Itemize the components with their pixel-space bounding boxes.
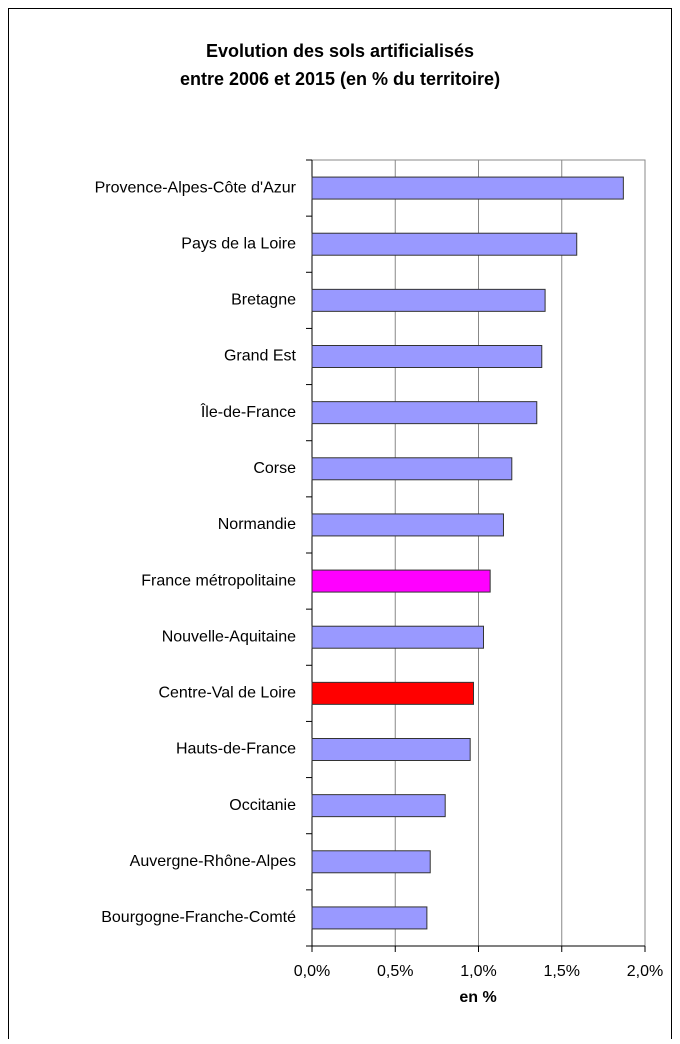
y-tick-label: Centre-Val de Loire (158, 685, 296, 702)
bar (311, 625, 484, 649)
bar (311, 176, 624, 200)
chart-subtitle: entre 2006 et 2015 (en % du territoire) (180, 69, 500, 89)
x-tick-label: 2,0% (627, 963, 663, 980)
bar (311, 738, 471, 761)
bar (311, 681, 475, 705)
x-axis-label: en % (459, 989, 496, 1006)
bar (311, 513, 504, 537)
y-tick-label: Bourgogne-Franche-Comté (101, 909, 296, 926)
y-tick-label: Île-de-France (200, 402, 296, 421)
x-tick-label: 1,0% (460, 963, 496, 980)
bar (311, 906, 428, 930)
bar (311, 569, 491, 593)
bar (311, 401, 538, 425)
bar (311, 457, 513, 481)
y-tick-label: Bretagne (231, 292, 296, 309)
y-tick-label: Auvergne-Rhône-Alpes (130, 853, 296, 870)
y-tick-label: Provence-Alpes-Côte d'Azur (95, 179, 297, 196)
x-tick-label: 0,0% (294, 963, 330, 980)
bar (311, 345, 543, 368)
x-tick-label: 1,5% (544, 963, 580, 980)
y-tick-label: Normandie (218, 516, 296, 533)
bar (311, 794, 446, 818)
bar (311, 850, 431, 874)
y-tick-label: Hauts-de-France (176, 741, 296, 758)
y-tick-label: Grand Est (224, 348, 297, 365)
chart-title: Evolution des sols artificialisés (206, 41, 474, 61)
x-tick-label: 0,5% (377, 963, 413, 980)
bar (311, 288, 546, 312)
y-tick-label: France métropolitaine (141, 572, 296, 589)
bar (311, 232, 578, 256)
y-tick-label: Corse (253, 460, 296, 477)
y-tick-label: Occitanie (229, 797, 296, 814)
y-tick-label: Pays de la Loire (181, 235, 296, 252)
y-tick-label: Nouvelle-Aquitaine (162, 628, 296, 645)
